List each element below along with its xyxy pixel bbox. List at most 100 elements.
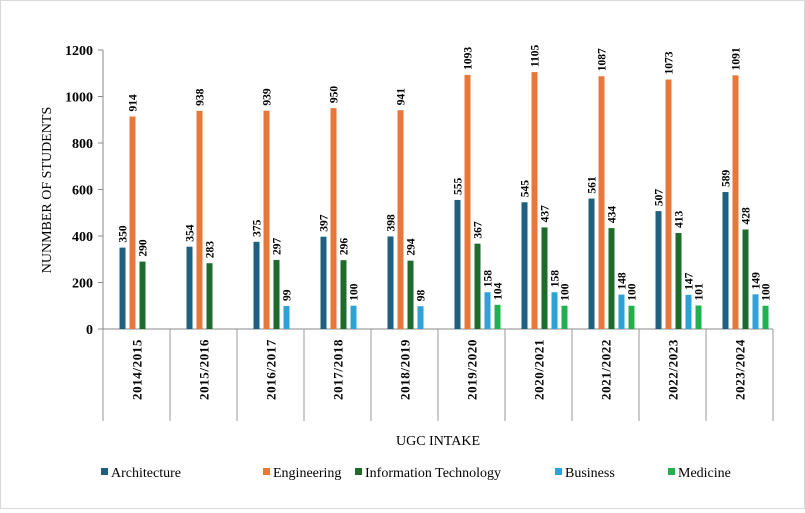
bar xyxy=(484,292,491,329)
data-label: 290 xyxy=(138,239,150,257)
y-tick-label: 0 xyxy=(86,323,93,338)
data-label: 397 xyxy=(319,214,331,232)
x-tick-label: 2015/2016 xyxy=(197,339,212,400)
data-label: 158 xyxy=(483,270,495,288)
data-label: 437 xyxy=(540,205,552,223)
data-label: 434 xyxy=(607,206,619,224)
bar xyxy=(531,72,538,330)
bar xyxy=(417,306,424,329)
bar xyxy=(541,227,548,329)
data-label: 283 xyxy=(205,241,217,259)
bar xyxy=(186,246,193,329)
bars xyxy=(119,72,769,330)
data-label: 375 xyxy=(252,219,264,237)
bar xyxy=(628,305,635,329)
legend-swatch xyxy=(668,468,675,475)
bar xyxy=(139,261,146,329)
data-label: 297 xyxy=(272,237,284,255)
x-tick-label: 2014/2015 xyxy=(130,339,145,400)
bar xyxy=(253,241,260,329)
x-tick-label: 2021/2022 xyxy=(599,339,614,400)
legend-label: Architecture xyxy=(111,466,181,481)
bar xyxy=(685,294,692,329)
data-label: 354 xyxy=(185,224,197,242)
data-label: 428 xyxy=(741,207,753,225)
bar xyxy=(407,260,414,329)
bar xyxy=(273,259,280,329)
value-labels: 350 354 375 397 398 555 545 561 507 589 914 938 939 9… xyxy=(118,44,773,301)
data-label: 398 xyxy=(386,214,398,232)
legend-swatch xyxy=(355,468,362,475)
x-tick-label: 2023/2024 xyxy=(733,339,748,400)
bar xyxy=(588,198,595,329)
data-label: 589 xyxy=(721,170,733,188)
bar xyxy=(320,236,327,329)
bar xyxy=(330,108,337,329)
legend-swatch xyxy=(555,468,562,475)
bar xyxy=(675,232,682,329)
data-label: 104 xyxy=(493,282,505,300)
bar xyxy=(665,79,672,329)
data-label: 950 xyxy=(329,86,341,104)
legend-label: Medicine xyxy=(678,466,731,481)
bar xyxy=(464,74,471,329)
legend-label: Business xyxy=(565,466,615,481)
bar xyxy=(387,236,394,329)
data-label: 350 xyxy=(118,225,130,243)
data-label: 507 xyxy=(654,189,666,207)
data-label: 296 xyxy=(339,238,351,256)
data-label: 1105 xyxy=(530,44,542,67)
bar xyxy=(494,304,501,329)
data-label: 1087 xyxy=(597,48,609,71)
bar xyxy=(722,192,729,329)
y-axis-title: NUNMBER OF STUDENTS xyxy=(40,107,55,273)
legend-label: Engineering xyxy=(273,466,341,481)
x-tick-label: 2016/2017 xyxy=(264,339,279,400)
data-label: 941 xyxy=(396,88,408,106)
data-label: 367 xyxy=(473,221,485,239)
bar xyxy=(608,228,615,329)
x-axis-title: UGC INTAKE xyxy=(396,434,480,449)
data-label: 148 xyxy=(617,272,629,290)
data-label: 100 xyxy=(349,283,361,301)
bar xyxy=(350,305,357,329)
bar xyxy=(598,76,605,330)
bar xyxy=(340,260,347,329)
x-tick-label: 2017/2018 xyxy=(331,339,346,400)
data-label: 1091 xyxy=(731,47,743,70)
bar xyxy=(561,305,568,329)
data-label: 158 xyxy=(550,270,562,288)
bar xyxy=(762,305,769,329)
bar xyxy=(521,202,528,329)
bar xyxy=(655,211,662,329)
legend-label: Information Technology xyxy=(365,466,501,481)
bar xyxy=(454,199,461,329)
bar xyxy=(618,294,625,329)
bar xyxy=(283,305,290,329)
data-label: 99 xyxy=(282,289,294,301)
data-label: 914 xyxy=(128,94,140,112)
bar xyxy=(263,110,270,330)
x-tick-label: 2018/2019 xyxy=(398,339,413,400)
data-label: 561 xyxy=(587,176,599,194)
data-label: 100 xyxy=(627,283,639,301)
data-label: 545 xyxy=(520,180,532,198)
data-label: 1093 xyxy=(463,47,475,70)
y-tick-label: 800 xyxy=(72,137,93,152)
data-label: 101 xyxy=(694,283,706,301)
y-axis: 0 200 400 600 800 1000 1200 xyxy=(65,44,104,338)
data-label: 98 xyxy=(416,289,428,301)
x-tick-label: 2022/2023 xyxy=(666,339,681,400)
data-label: 938 xyxy=(195,88,207,106)
x-tick-label: 2019/2020 xyxy=(465,339,480,400)
legend: Architecture Engineering Information Techn… xyxy=(101,466,731,481)
y-tick-label: 1000 xyxy=(65,91,93,106)
legend-swatch xyxy=(101,468,108,475)
data-label: 100 xyxy=(560,283,572,301)
data-label: 147 xyxy=(684,272,696,290)
bar xyxy=(397,110,404,329)
bar xyxy=(119,247,126,329)
bar xyxy=(752,294,759,329)
y-tick-label: 400 xyxy=(72,230,93,245)
